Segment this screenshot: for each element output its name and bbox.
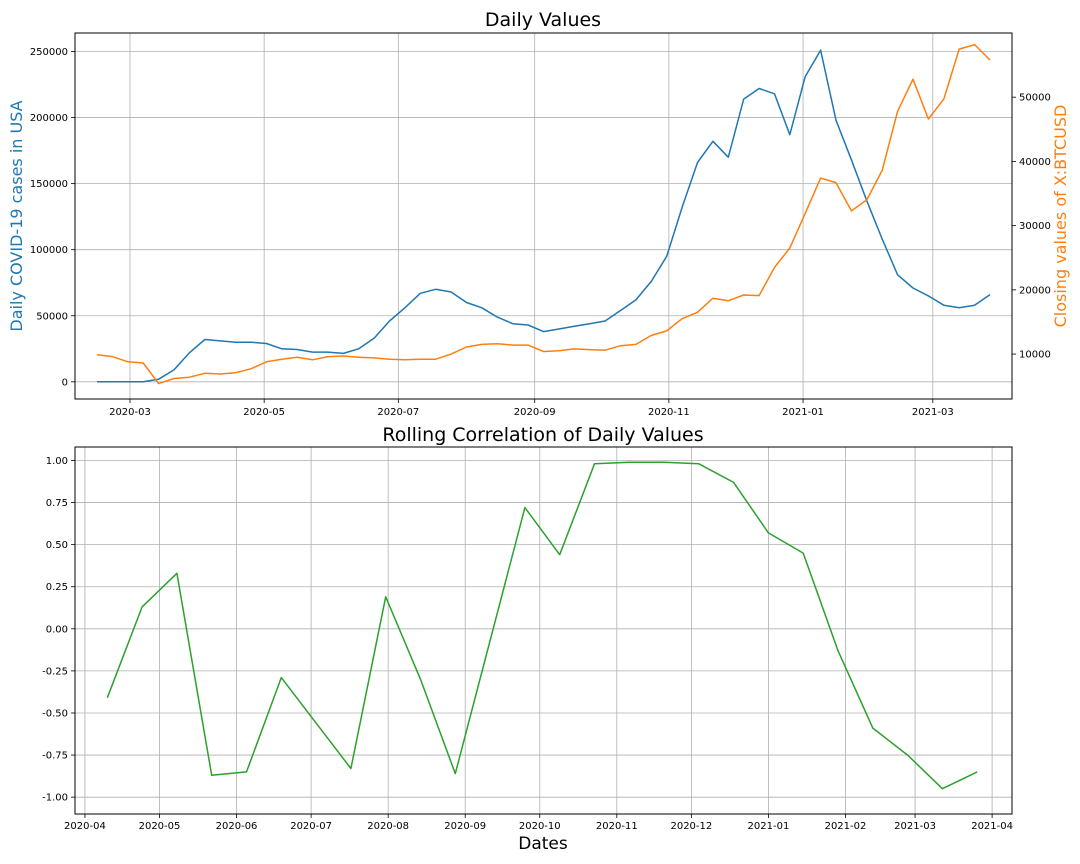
- covid-cases-line: [97, 49, 991, 383]
- top-x-tick-label: 2020-11: [648, 407, 690, 418]
- bottom-series: [106, 461, 978, 790]
- top-left-y-tick-label: 200000: [30, 113, 68, 124]
- top-x-tick-label: 2021-03: [912, 407, 954, 418]
- bottom-x-tick-label: 2021-02: [825, 821, 867, 832]
- bottom-x-tick-label: 2020-08: [367, 821, 409, 832]
- top-x-tick-label: 2020-05: [243, 407, 285, 418]
- top-grid: [75, 33, 1012, 399]
- bottom-x-tick-label: 2020-05: [139, 821, 181, 832]
- bottom-ticks: 2020-04 2020-05 2020-06 2020-07 2020-08 2020-…: [42, 456, 1013, 832]
- bottom-chart-title: Rolling Correlation of Daily Values: [382, 424, 703, 446]
- bottom-x-tick-label: 2020-10: [519, 821, 561, 832]
- bottom-x-tick-label: 2020-07: [290, 821, 332, 832]
- bottom-x-tick-label: 2021-01: [748, 821, 790, 832]
- top-chart: 2020-03 2020-05 2020-07 2020-09 2020-11 2021-…: [0, 0, 1080, 430]
- bottom-y-tick-label: 1.00: [46, 456, 68, 467]
- bottom-y-tick-label: 0.75: [46, 498, 68, 509]
- bottom-chart: 2020-04 2020-05 2020-06 2020-07 2020-08 2020-…: [42, 424, 1013, 854]
- top-x-tick-label: 2021-01: [782, 407, 824, 418]
- rolling-correlation-line: [106, 461, 978, 790]
- top-chart-title: Daily Values: [485, 9, 601, 31]
- top-x-tick-label: 2020-03: [109, 407, 151, 418]
- top-left-y-tick-label: 50000: [36, 311, 68, 322]
- bottom-y-tick-label: 0.50: [46, 540, 68, 551]
- bottom-y-tick-label: -0.75: [42, 751, 68, 762]
- bottom-y-tick-label: -0.25: [42, 666, 68, 677]
- top-series: [96, 43, 991, 385]
- top-right-y-axis-label: Closing values of X:BTCUSD: [1051, 105, 1070, 328]
- bottom-y-tick-label: 0.00: [46, 624, 68, 635]
- top-left-y-tick-label: 100000: [30, 245, 68, 256]
- bottom-plot-frame: [74, 446, 1013, 815]
- top-right-y-tick-label: 10000: [1019, 350, 1051, 361]
- top-right-y-tick-label: 20000: [1019, 285, 1051, 296]
- top-right-y-tick-label: 40000: [1019, 157, 1051, 168]
- bottom-grid: [75, 447, 1012, 814]
- top-x-tick-label: 2020-07: [377, 407, 419, 418]
- bottom-x-tick-label: 2020-11: [596, 821, 638, 832]
- top-chart-background: [0, 0, 1080, 430]
- btc-closing-line: [96, 43, 991, 385]
- bottom-x-tick-label: 2021-04: [971, 821, 1013, 832]
- bottom-x-tick-label: 2020-06: [216, 821, 258, 832]
- bottom-x-tick-label: 2020-12: [670, 821, 712, 832]
- top-right-y-tick-label: 50000: [1019, 93, 1051, 104]
- top-right-y-tick-label: 30000: [1019, 221, 1051, 232]
- bottom-x-tick-label: 2021-03: [894, 821, 936, 832]
- top-ticks: 2020-03 2020-05 2020-07 2020-09 2020-11 2021-…: [30, 47, 1051, 418]
- bottom-x-tick-label: 2020-09: [444, 821, 486, 832]
- bottom-x-axis-label: Dates: [518, 834, 568, 854]
- top-left-y-tick-label: 0: [62, 377, 68, 388]
- top-left-y-tick-label: 150000: [30, 179, 68, 190]
- top-left-y-axis-label: Daily COVID-19 cases in USA: [7, 100, 26, 331]
- bottom-x-tick-label: 2020-04: [64, 821, 106, 832]
- bottom-y-tick-label: 0.25: [46, 582, 68, 593]
- top-plot-frame: [74, 32, 1013, 400]
- bottom-y-tick-label: -0.50: [42, 708, 68, 719]
- top-x-tick-label: 2020-09: [514, 407, 556, 418]
- bottom-y-tick-label: -1.00: [42, 793, 68, 804]
- top-left-y-tick-label: 250000: [30, 47, 68, 58]
